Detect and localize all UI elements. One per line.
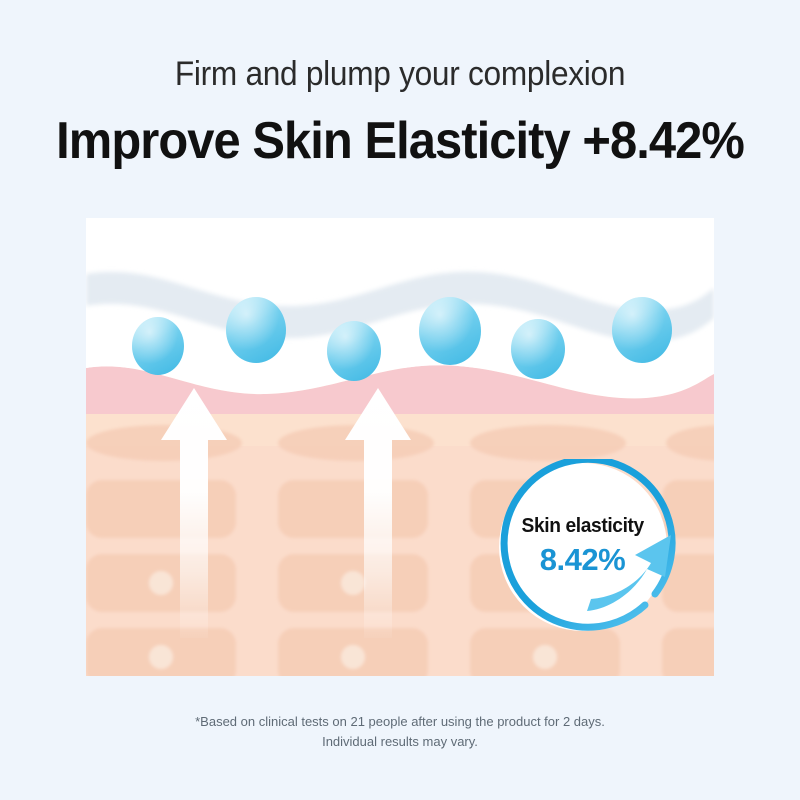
lift-arrow-left: [161, 388, 227, 638]
footnote: *Based on clinical tests on 21 people af…: [0, 712, 800, 752]
badge-value: 8.42%: [539, 542, 626, 577]
lift-arrows: [161, 388, 411, 638]
skin-cross-section-illustration: Skin elasticity 8.42%: [86, 218, 714, 676]
subtitle: Firm and plump your complexion: [174, 55, 626, 93]
badge-text-group: Skin elasticity 8.42%: [495, 459, 670, 634]
footnote-line-2: Individual results may vary.: [322, 734, 478, 750]
lift-arrow-right: [345, 388, 411, 638]
hydration-spheres: [132, 297, 672, 381]
badge-label: Skin elasticity: [521, 515, 644, 537]
pink-junction-layer: [86, 365, 714, 414]
footnote-line-1: *Based on clinical tests on 21 people af…: [195, 714, 605, 729]
page-title: Improve Skin Elasticity +8.42%: [56, 112, 745, 170]
